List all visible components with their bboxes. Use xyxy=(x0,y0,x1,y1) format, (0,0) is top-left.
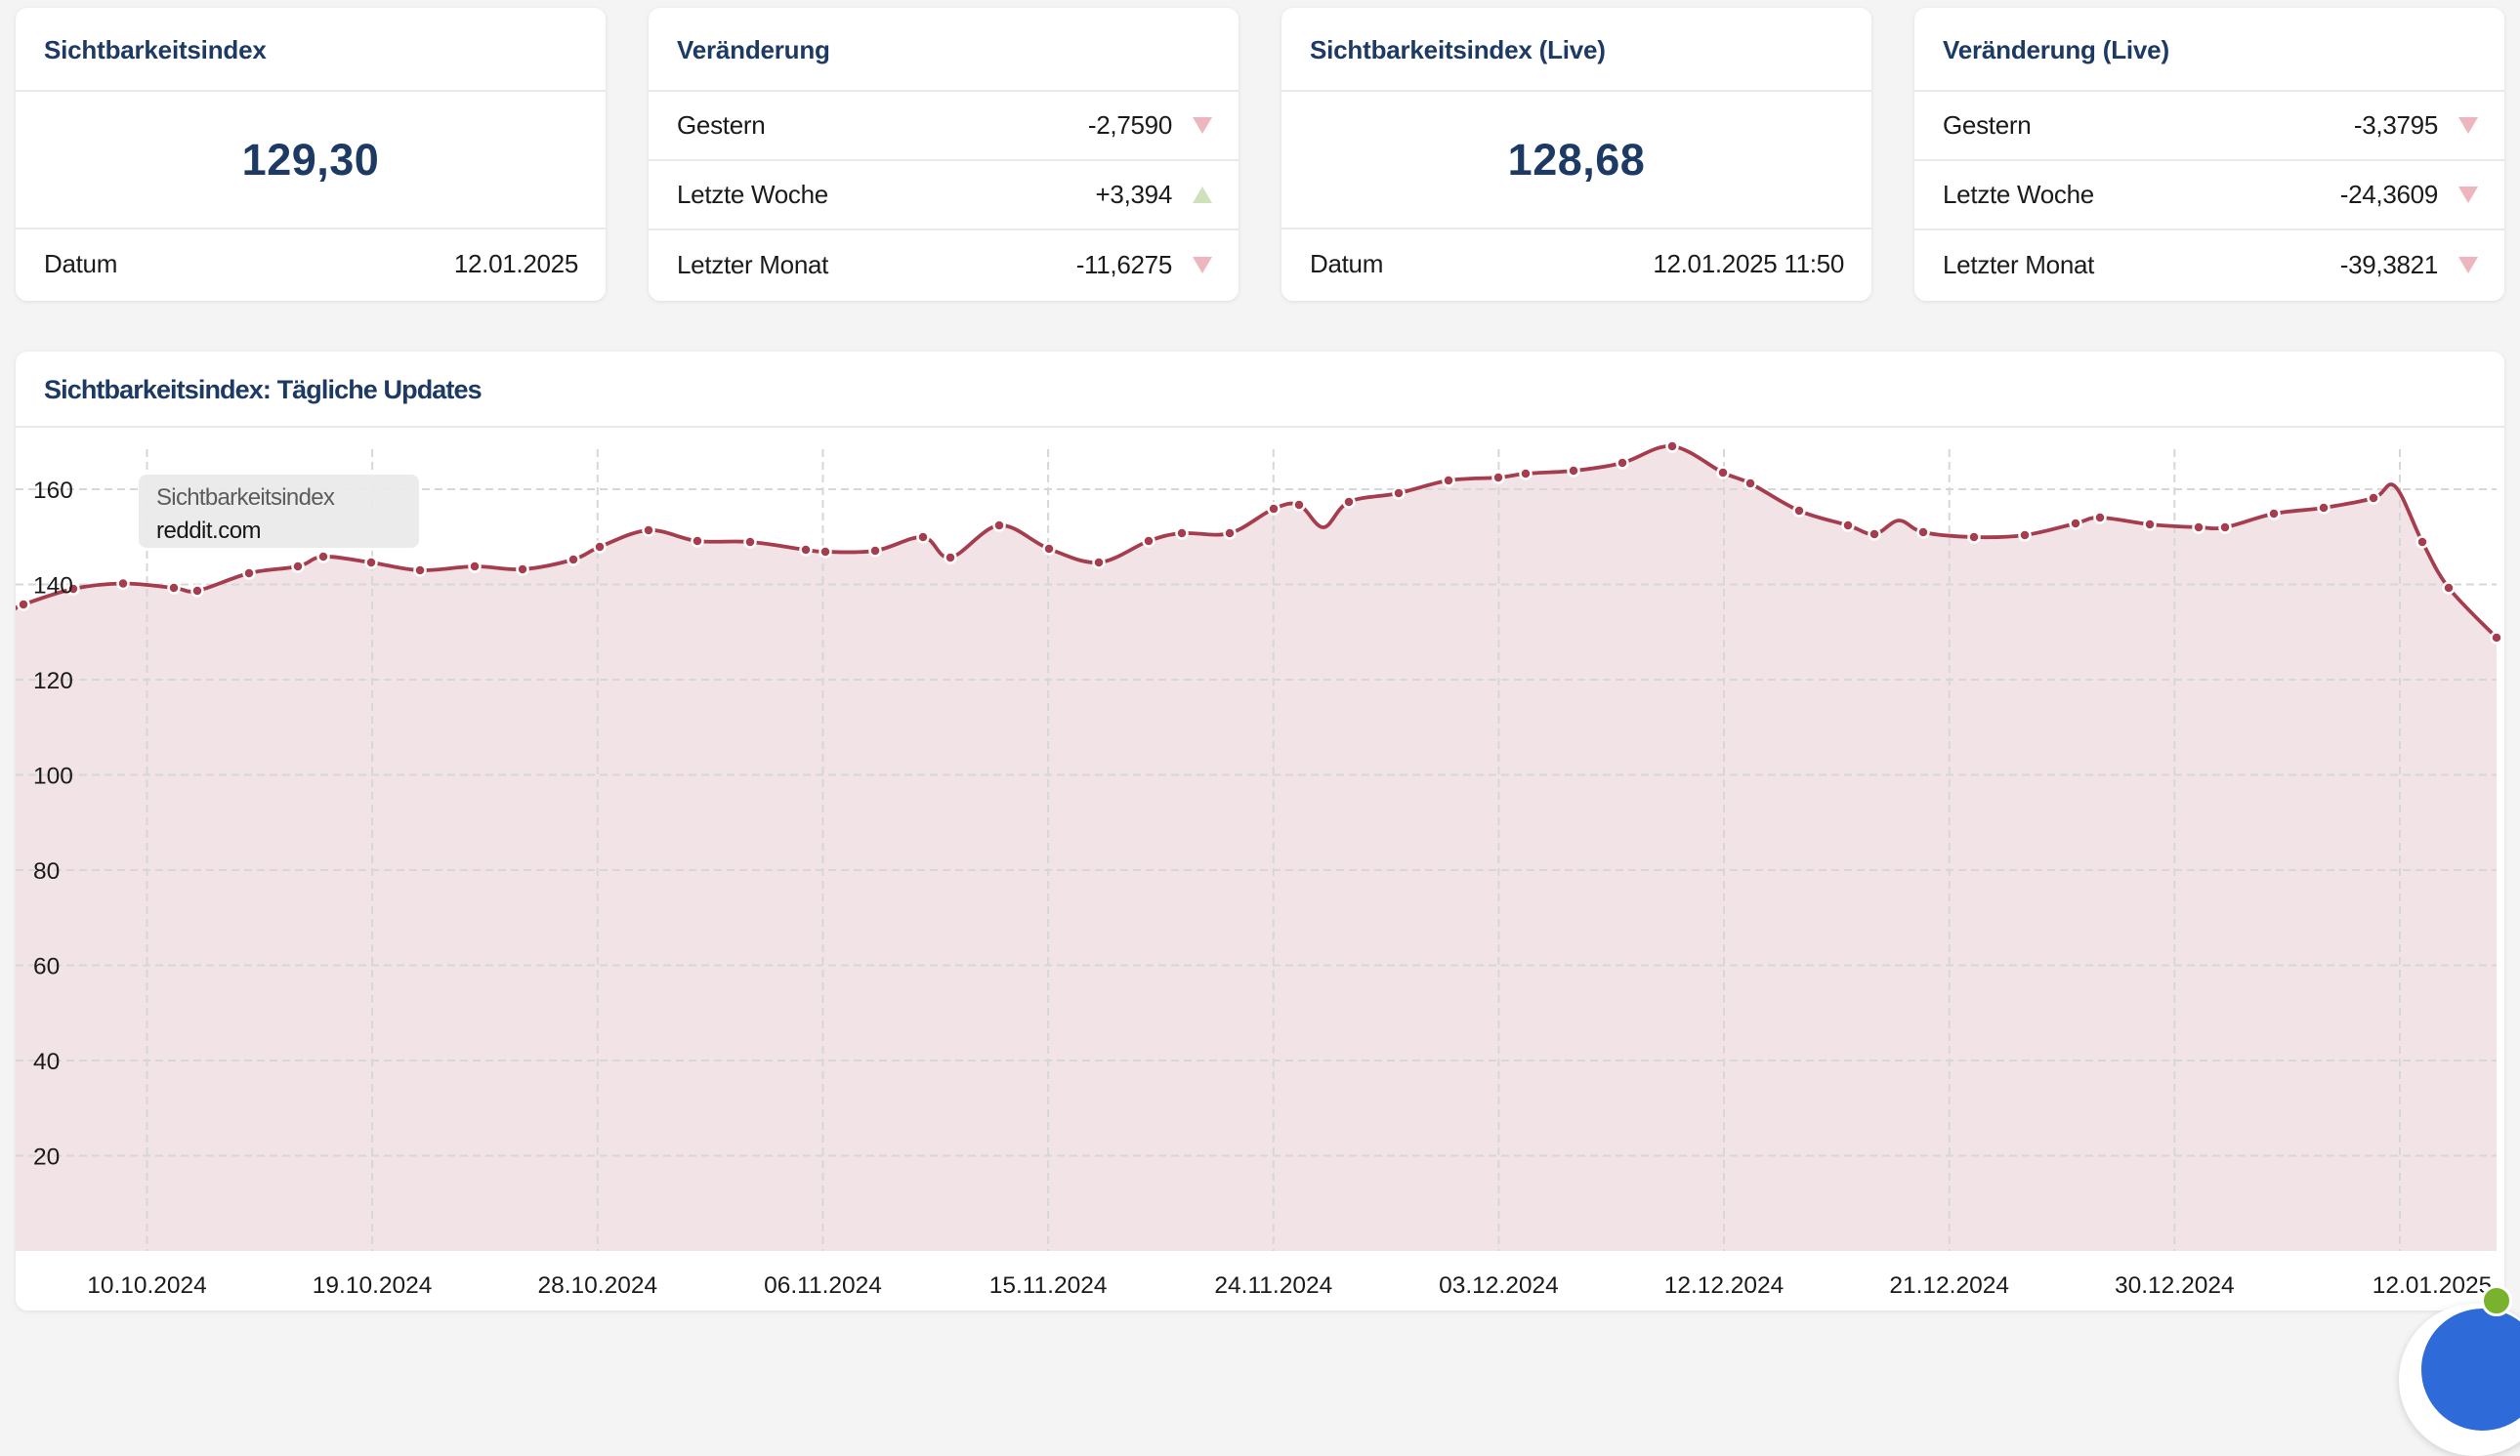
svg-text:28.10.2024: 28.10.2024 xyxy=(537,1272,657,1299)
svg-text:80: 80 xyxy=(33,858,60,885)
svg-text:24.11.2024: 24.11.2024 xyxy=(1214,1272,1332,1299)
svg-text:140: 140 xyxy=(33,573,73,600)
svg-text:12.12.2024: 12.12.2024 xyxy=(1664,1272,1785,1299)
svg-text:20: 20 xyxy=(33,1144,60,1171)
svg-text:30.12.2024: 30.12.2024 xyxy=(2115,1272,2235,1299)
svg-text:19.10.2024: 19.10.2024 xyxy=(313,1272,433,1299)
svg-text:120: 120 xyxy=(33,668,73,694)
svg-text:06.11.2024: 06.11.2024 xyxy=(764,1272,882,1299)
svg-text:10.10.2024: 10.10.2024 xyxy=(87,1272,207,1299)
svg-text:15.11.2024: 15.11.2024 xyxy=(989,1272,1108,1299)
svg-text:12.01.2025: 12.01.2025 xyxy=(2373,1272,2493,1299)
svg-text:40: 40 xyxy=(33,1049,60,1075)
svg-text:100: 100 xyxy=(33,764,73,790)
svg-text:60: 60 xyxy=(33,954,60,980)
svg-text:160: 160 xyxy=(33,478,73,504)
svg-text:reddit.com: reddit.com xyxy=(156,518,261,544)
svg-text:03.12.2024: 03.12.2024 xyxy=(1439,1272,1559,1299)
svg-text:Sichtbarkeitsindex: Sichtbarkeitsindex xyxy=(156,484,335,511)
svg-text:21.12.2024: 21.12.2024 xyxy=(1889,1272,2009,1299)
